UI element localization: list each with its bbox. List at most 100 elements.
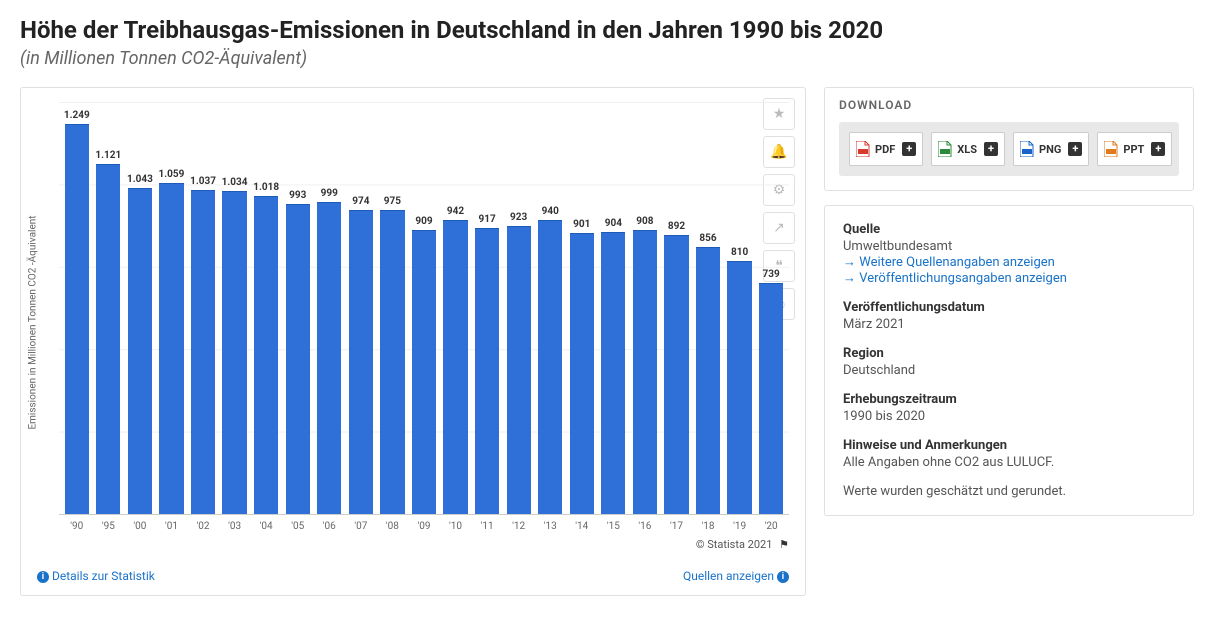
pdf-file-icon — [856, 141, 870, 157]
bar[interactable] — [65, 124, 89, 514]
meta-pubdate-value: März 2021 — [843, 317, 1175, 332]
bar[interactable] — [96, 164, 120, 514]
bar[interactable] — [475, 228, 499, 514]
bar-value-label: 1.034 — [222, 177, 248, 188]
meta-panel: Quelle Umweltbundesamt Weitere Quellenan… — [824, 205, 1194, 516]
bar-value-label: 993 — [289, 190, 306, 201]
page-title: Höhe der Treibhausgas-Emissionen in Deut… — [20, 16, 1194, 44]
bar-col: 810 — [726, 108, 754, 514]
download-button-label: XLS — [957, 143, 977, 156]
chart-panel: ★ 🔔 ⚙ ↗ ❝ ⎙ Emissionen in Millionen Tonn… — [20, 87, 806, 596]
ppt-file-icon — [1104, 141, 1118, 157]
bar-col: 975 — [379, 108, 407, 514]
download-title: DOWNLOAD — [839, 98, 1179, 112]
bar-col: 1.249 — [63, 108, 91, 514]
sources-link[interactable]: Quellen anzeigen i — [683, 569, 789, 583]
bar-value-label: 923 — [510, 212, 527, 223]
bar-value-label: 1.249 — [64, 110, 90, 121]
bar-value-label: 1.043 — [127, 174, 153, 185]
bar[interactable] — [601, 232, 625, 514]
bar-col: 999 — [316, 108, 344, 514]
bar[interactable] — [317, 202, 341, 514]
bar[interactable] — [443, 220, 467, 514]
bar[interactable] — [507, 226, 531, 514]
bar[interactable] — [538, 220, 562, 514]
bar-value-label: 908 — [636, 216, 653, 227]
bar-value-label: 999 — [321, 188, 338, 199]
bar[interactable] — [349, 210, 373, 514]
bar[interactable] — [286, 204, 310, 514]
bar[interactable] — [664, 235, 688, 514]
bar[interactable] — [727, 261, 751, 514]
bar[interactable] — [570, 233, 594, 514]
bar-col: 908 — [631, 108, 659, 514]
download-button-label: PNG — [1039, 143, 1061, 156]
bar-col: 1.037 — [189, 108, 217, 514]
download-button-label: PPT — [1123, 143, 1144, 156]
bar-col: 1.043 — [126, 108, 154, 514]
bar[interactable] — [222, 191, 246, 514]
details-link[interactable]: i Details zur Statistik — [37, 569, 155, 583]
x-tick: '11 — [473, 521, 501, 532]
download-ppt-button[interactable]: PPT+ — [1097, 132, 1172, 166]
bar-value-label: 942 — [447, 206, 464, 217]
more-sources-link[interactable]: Weitere Quellenangaben anzeigen — [843, 254, 1175, 270]
bar[interactable] — [380, 210, 404, 515]
download-png-button[interactable]: PNG+ — [1013, 132, 1089, 166]
bar-value-label: 856 — [699, 233, 716, 244]
meta-source-value: Umweltbundesamt — [843, 239, 1175, 254]
bar-col: 892 — [663, 108, 691, 514]
bar[interactable] — [696, 247, 720, 514]
bar[interactable] — [254, 196, 278, 514]
plus-icon: + — [984, 142, 998, 156]
x-tick: '00 — [126, 521, 154, 532]
bar[interactable] — [633, 230, 657, 514]
pub-info-link[interactable]: Veröffentlichungsangaben anzeigen — [843, 270, 1175, 286]
bar[interactable] — [412, 230, 436, 514]
info-icon: i — [37, 571, 49, 583]
y-axis-label: Emissionen in Millionen Tonnen CO2 -Äqui… — [28, 215, 39, 429]
bar-value-label: 1.018 — [253, 182, 279, 193]
bar-value-label: 904 — [605, 218, 622, 229]
meta-period-value: 1990 bis 2020 — [843, 409, 1175, 424]
bar[interactable] — [128, 188, 152, 514]
bar-col: 1.059 — [158, 108, 186, 514]
bar-col: 901 — [568, 108, 596, 514]
bar-col: 942 — [442, 108, 470, 514]
meta-pubdate-label: Veröffentlichungsdatum — [843, 300, 1175, 315]
png-file-icon — [1020, 141, 1034, 157]
x-tick: '08 — [379, 521, 407, 532]
flag-icon[interactable]: ⚑ — [779, 538, 789, 551]
bar-value-label: 909 — [415, 216, 432, 227]
x-tick: '07 — [347, 521, 375, 532]
download-pdf-button[interactable]: PDF + — [849, 132, 923, 166]
bar-value-label: 974 — [352, 196, 369, 207]
meta-region-value: Deutschland — [843, 363, 1175, 378]
bar-col: 909 — [410, 108, 438, 514]
x-tick: '95 — [95, 521, 123, 532]
bar-col: 856 — [694, 108, 722, 514]
bar[interactable] — [759, 283, 783, 514]
meta-notes-value-2: Werte wurden geschätzt und gerundet. — [843, 484, 1175, 499]
bar-value-label: 917 — [478, 214, 495, 225]
download-xls-button[interactable]: XLS + — [931, 132, 1005, 166]
bar-col: 1.121 — [95, 108, 123, 514]
bar-value-label: 1.037 — [190, 176, 216, 187]
x-tick: '16 — [631, 521, 659, 532]
x-tick: '19 — [726, 521, 754, 532]
bar[interactable] — [159, 183, 183, 514]
plus-icon: + — [902, 142, 916, 156]
bar-col: 923 — [505, 108, 533, 514]
x-tick: '17 — [663, 521, 691, 532]
details-link-label: Details zur Statistik — [52, 569, 155, 583]
x-tick: '10 — [442, 521, 470, 532]
bar[interactable] — [191, 190, 215, 514]
bar-value-label: 810 — [731, 247, 748, 258]
x-tick: '14 — [568, 521, 596, 532]
x-tick: '12 — [505, 521, 533, 532]
sources-link-label: Quellen anzeigen — [683, 569, 774, 583]
bar-col: 940 — [536, 108, 564, 514]
download-button-label: PDF — [875, 143, 895, 156]
x-tick: '06 — [316, 521, 344, 532]
bar-value-label: 1.059 — [159, 169, 185, 180]
